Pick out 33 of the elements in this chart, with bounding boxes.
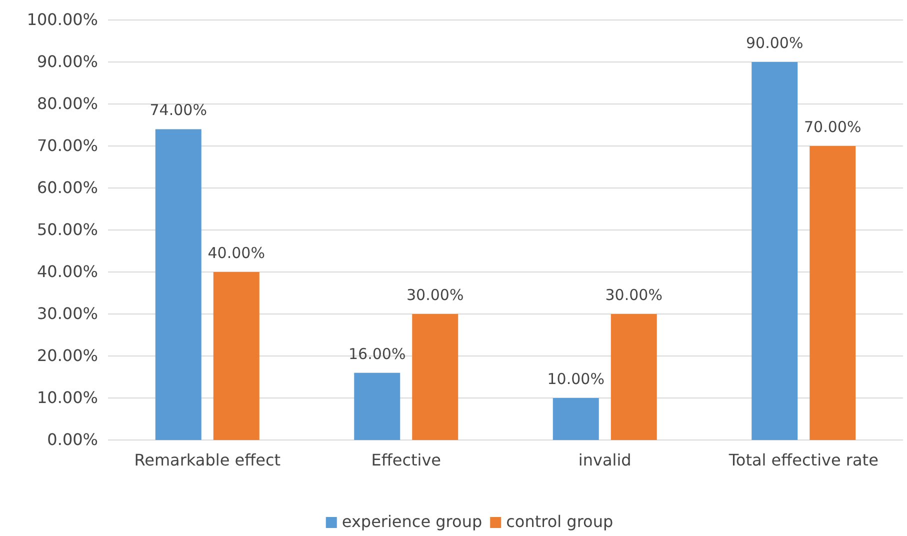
y-tick-label: 10.00% bbox=[36, 388, 98, 408]
bar bbox=[354, 372, 400, 440]
data-label: 40.00% bbox=[208, 244, 265, 262]
y-tick-label: 70.00% bbox=[36, 136, 98, 156]
x-tick-label: Total effective rate bbox=[728, 450, 878, 470]
legend-label: experience group bbox=[342, 512, 482, 531]
y-tick-label: 0.00% bbox=[47, 430, 98, 450]
data-label: 74.00% bbox=[150, 101, 207, 120]
x-tick-label: Remarkable effect bbox=[134, 450, 281, 470]
bar bbox=[752, 62, 798, 440]
y-tick-label: 80.00% bbox=[36, 94, 98, 114]
y-tick-label: 90.00% bbox=[36, 52, 98, 72]
legend-label: control group bbox=[506, 512, 614, 531]
x-tick-label: invalid bbox=[578, 450, 632, 470]
y-tick-label: 100.00% bbox=[26, 10, 98, 30]
bar bbox=[552, 398, 599, 440]
bar bbox=[412, 314, 458, 440]
data-label: 10.00% bbox=[547, 370, 604, 388]
data-label: 30.00% bbox=[605, 286, 662, 304]
y-tick-label: 30.00% bbox=[36, 304, 98, 324]
bar bbox=[155, 129, 202, 440]
y-tick-label: 60.00% bbox=[36, 178, 98, 198]
bar bbox=[610, 314, 657, 440]
bar bbox=[810, 146, 856, 440]
data-label: 16.00% bbox=[348, 344, 406, 363]
data-label: 30.00% bbox=[406, 286, 464, 304]
x-tick-label: Effective bbox=[371, 450, 442, 470]
data-label: 70.00% bbox=[804, 118, 862, 136]
bar bbox=[213, 272, 260, 440]
y-tick-label: 50.00% bbox=[36, 220, 98, 240]
data-label: 90.00% bbox=[746, 34, 804, 52]
y-tick-label: 20.00% bbox=[36, 346, 98, 366]
y-tick-label: 40.00% bbox=[36, 262, 98, 282]
